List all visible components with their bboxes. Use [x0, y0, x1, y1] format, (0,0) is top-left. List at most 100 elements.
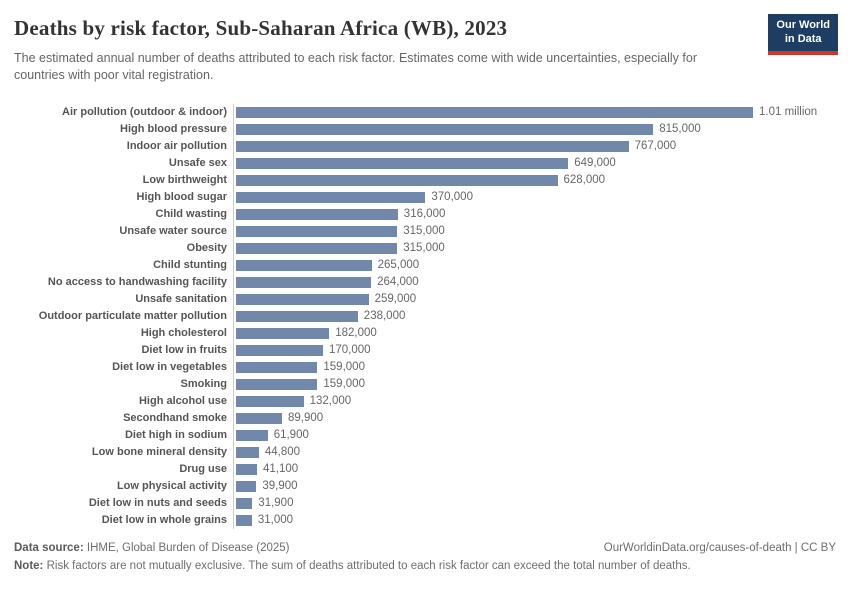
value-label: 315,000 — [403, 242, 445, 255]
bar-cell: 628,000 — [233, 171, 836, 189]
bar-row: Diet low in fruits 170,000 — [14, 341, 836, 359]
bar-cell: 649,000 — [233, 154, 836, 172]
value-label: 159,000 — [323, 378, 365, 391]
bar-row: Low bone mineral density 44,800 — [14, 443, 836, 461]
bar-cell: 815,000 — [233, 120, 836, 138]
value-label: 264,000 — [377, 276, 419, 289]
bar[interactable] — [236, 140, 629, 152]
bar-row: Indoor air pollution 767,000 — [14, 137, 836, 155]
value-label: 31,000 — [257, 514, 294, 527]
category-label: Diet low in fruits — [141, 344, 227, 357]
bar[interactable] — [236, 395, 304, 407]
bar[interactable] — [236, 429, 268, 441]
value-label: 815,000 — [659, 123, 701, 136]
bar-cell: 315,000 — [233, 222, 836, 240]
bar-cell: 132,000 — [233, 392, 836, 410]
bar-cell: 1.01 million — [233, 103, 836, 121]
bar[interactable] — [236, 123, 654, 135]
bar-cell: 316,000 — [233, 205, 836, 223]
page-title: Deaths by risk factor, Sub-Saharan Afric… — [14, 16, 508, 40]
category-label: Diet low in whole grains — [101, 514, 227, 527]
owid-logo-line1: Our World — [776, 19, 830, 31]
bar[interactable] — [236, 361, 318, 373]
category-label: Diet low in nuts and seeds — [88, 497, 227, 510]
bar-cell: 44,800 — [233, 443, 836, 461]
bar-row: Diet low in nuts and seeds 31,900 — [14, 494, 836, 512]
bar[interactable] — [236, 412, 282, 424]
bar-cell: 31,000 — [233, 511, 836, 529]
bar-row: Secondhand smoke 89,900 — [14, 409, 836, 427]
bar-cell: 370,000 — [233, 188, 836, 206]
bar[interactable] — [236, 174, 558, 186]
bar[interactable] — [236, 157, 569, 169]
bar-row: Smoking 159,000 — [14, 375, 836, 393]
bar-cell: 31,900 — [233, 494, 836, 512]
bar[interactable] — [236, 106, 753, 118]
category-label: Diet high in sodium — [124, 429, 227, 442]
bar-row: High cholesterol 182,000 — [14, 324, 836, 342]
bar-cell: 39,900 — [233, 477, 836, 495]
bar-cell: 182,000 — [233, 324, 836, 342]
bar[interactable] — [236, 480, 257, 492]
data-source: Data source: IHME, Global Burden of Dise… — [14, 542, 290, 554]
bar[interactable] — [236, 463, 257, 475]
bar[interactable] — [236, 191, 426, 203]
note-text: Risk factors are not mutually exclusive.… — [46, 559, 691, 572]
bar-row: Outdoor particulate matter pollution 238,… — [14, 307, 836, 325]
bar-chart: Air pollution (outdoor & indoor) 1.01 mil… — [0, 103, 850, 529]
bar-row: No access to handwashing facility 264,000 — [14, 273, 836, 291]
bar[interactable] — [236, 446, 259, 458]
bar-row: Low physical activity 39,900 — [14, 477, 836, 495]
value-label: 315,000 — [403, 225, 445, 238]
bar[interactable] — [236, 378, 318, 390]
category-label: Unsafe water source — [119, 225, 227, 238]
chart-header: Deaths by risk factor, Sub-Saharan Afric… — [0, 0, 850, 84]
bar-cell: 41,100 — [233, 460, 836, 478]
value-label: 259,000 — [374, 293, 417, 306]
category-label: Outdoor particulate matter pollution — [38, 310, 227, 323]
category-label: Diet low in vegetables — [112, 361, 227, 374]
bar-row: Diet low in vegetables 159,000 — [14, 358, 836, 376]
bar-row: High blood pressure 815,000 — [14, 120, 836, 138]
bar-row: Diet low in whole grains 31,000 — [14, 511, 836, 529]
category-label: Low birthweight — [142, 174, 227, 187]
bar[interactable] — [236, 276, 372, 288]
bar[interactable] — [236, 344, 323, 356]
bar[interactable] — [236, 208, 398, 220]
bar-cell: 159,000 — [233, 375, 836, 393]
owid-logo-line2: in Data — [784, 32, 822, 45]
category-label: Unsafe sex — [168, 157, 227, 170]
bar-cell: 238,000 — [233, 307, 836, 325]
bar[interactable] — [236, 327, 330, 339]
category-label: High cholesterol — [140, 327, 227, 340]
bar[interactable] — [236, 293, 369, 305]
value-label: 238,000 — [363, 310, 406, 323]
bar-row: Child wasting 316,000 — [14, 205, 836, 223]
bar[interactable] — [236, 514, 252, 526]
bar-row: Low birthweight 628,000 — [14, 171, 836, 189]
bar[interactable] — [236, 497, 253, 509]
value-label: 628,000 — [563, 174, 606, 187]
value-label: 649,000 — [574, 157, 616, 170]
bar-cell: 265,000 — [233, 256, 836, 274]
bar[interactable] — [236, 310, 358, 322]
bar-row: Unsafe water source 315,000 — [14, 222, 836, 240]
value-label: 767,000 — [634, 140, 677, 153]
bar[interactable] — [236, 225, 398, 237]
bar-row: Drug use 41,100 — [14, 460, 836, 478]
data-source-text: IHME, Global Burden of Disease (2025) — [86, 541, 290, 554]
value-label: 39,900 — [262, 480, 298, 493]
bar-cell: 315,000 — [233, 239, 836, 257]
category-label: High alcohol use — [138, 395, 227, 408]
value-label: 44,800 — [264, 446, 301, 459]
attribution-link[interactable]: OurWorldinData.org/causes-of-death | CC … — [603, 541, 836, 554]
value-label: 132,000 — [309, 395, 352, 408]
category-label: Child wasting — [155, 208, 228, 221]
category-label: Low bone mineral density — [91, 446, 227, 459]
bar[interactable] — [236, 259, 372, 271]
bar-row: Unsafe sanitation 259,000 — [14, 290, 836, 308]
note-prefix: Note: — [14, 559, 44, 572]
bar-row: Air pollution (outdoor & indoor) 1.01 mil… — [14, 103, 836, 121]
bar[interactable] — [236, 242, 398, 254]
bar-cell: 89,900 — [233, 409, 836, 427]
